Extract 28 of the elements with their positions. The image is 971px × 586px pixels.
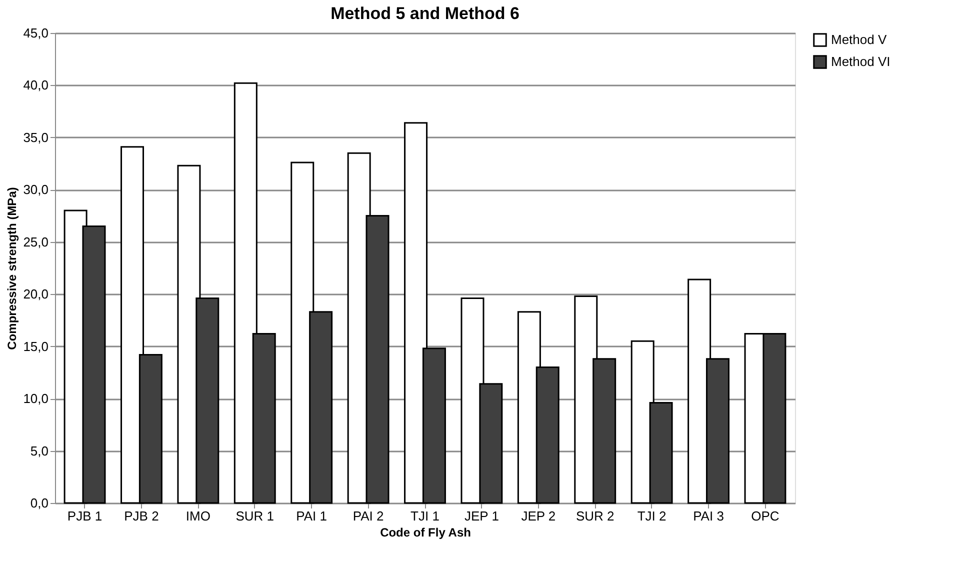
- legend-label: Method VI: [831, 54, 890, 69]
- x-tick-label: PJB 2: [124, 508, 159, 524]
- y-tick-label: 15,0: [23, 338, 48, 354]
- y-tick-label: 30,0: [23, 182, 48, 198]
- y-tick-label: 5,0: [30, 443, 48, 458]
- x-tick-label: JEP 2: [521, 508, 556, 524]
- y-tick-label: 25,0: [23, 234, 48, 250]
- y-tick-label: 35,0: [23, 130, 48, 145]
- x-tick-label: OPC: [751, 508, 780, 524]
- y-tick-label: 40,0: [23, 78, 48, 93]
- x-tick-label: PAI 1: [296, 508, 328, 524]
- x-tick-label: IMO: [186, 508, 210, 524]
- x-tick-label: PAI 3: [693, 508, 724, 524]
- x-tick-label: SUR 2: [576, 508, 614, 524]
- y-axis-title: Compressive strength (MPa): [5, 187, 20, 350]
- legend-label: Method V: [831, 32, 887, 47]
- chart-title: Method 5 and Method 6: [330, 4, 520, 23]
- x-tick-label: JEP 1: [464, 508, 499, 524]
- x-tick-label: PJB 1: [67, 508, 102, 524]
- x-tick-label: TJI 1: [410, 508, 440, 524]
- y-tick-label: 45,0: [23, 26, 48, 40]
- x-tick-label: TJI 2: [637, 508, 666, 524]
- y-tick-label: 10,0: [23, 391, 48, 406]
- x-tick-label: PAI 2: [352, 508, 384, 524]
- x-axis-title: Code of Fly Ash: [380, 526, 471, 540]
- y-tick-label: 0,0: [30, 496, 48, 510]
- y-tick-label: 20,0: [23, 286, 48, 302]
- x-tick-label: SUR 1: [236, 508, 274, 524]
